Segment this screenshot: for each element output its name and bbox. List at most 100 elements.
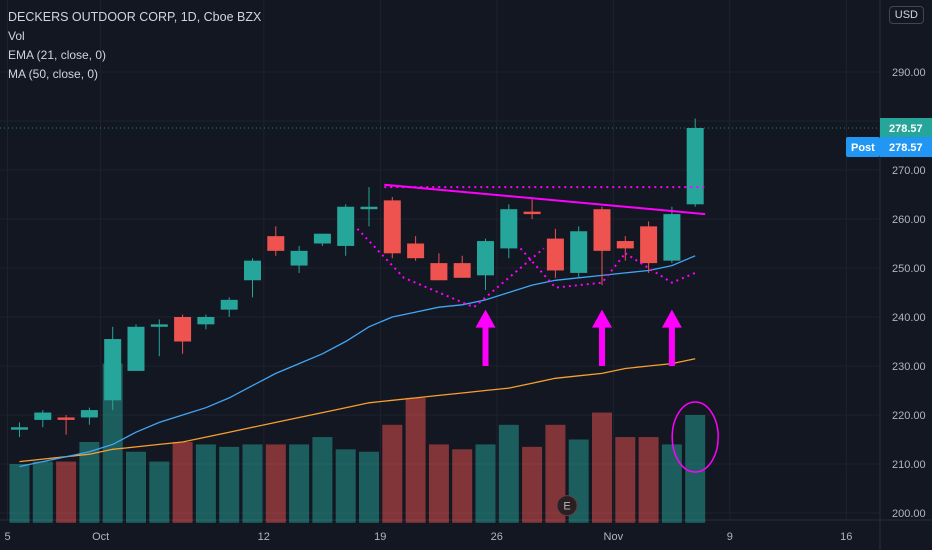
candle-body [267,236,285,251]
candle-body [104,339,122,401]
candle-body [80,410,98,418]
price-tick-label: 290.00 [892,67,926,79]
candle-body [407,243,425,259]
price-tick-label: 230.00 [892,361,926,373]
up-arrow [475,309,496,366]
volume-bar [661,444,682,523]
volume-bar [522,446,543,523]
candle-body [337,206,355,246]
last-price-badge [880,118,932,139]
legend-ma[interactable]: MA (50, close, 0) [8,67,99,81]
candle-body [11,427,28,430]
volume-bar [242,444,263,523]
volume-bar [289,444,310,523]
price-tick-label: 210.00 [892,459,926,471]
candle-body [593,209,611,251]
legend-ema[interactable]: EMA (21, close, 0) [8,48,107,62]
volume-bar [452,449,473,523]
volume-bar [498,424,519,523]
cup-curve [624,252,696,284]
volume-bar [32,461,53,523]
ema21-line [19,255,696,468]
symbol-title[interactable]: DECKERS OUTDOOR CORP, 1D, Cboe BZX [8,10,262,24]
up-arrow [661,309,682,366]
volume-bar [219,446,240,523]
last-price-text: 278.57 [889,123,923,135]
indicator-lines [19,255,696,468]
volume-highlight [671,401,719,473]
volume-bar [335,449,356,523]
trendline [384,183,706,216]
candle-body [57,417,75,420]
volume-bar [312,437,333,523]
time-tick-label: Oct [92,531,109,543]
time-tick-label: 26 [491,531,503,543]
candle-body [523,211,541,215]
candle-body [383,200,401,254]
time-tick-label: Nov [604,531,624,543]
price-axis[interactable]: 200.00 210.00 220.00 230.00 240.00 250.00 260.… [892,67,926,520]
time-axis[interactable]: 5 Oct 12 19 26 Nov 9 16 [4,531,852,543]
volume-bar [195,444,216,523]
price-tick-label: 260.00 [892,214,926,226]
cup-curve [356,228,545,309]
post-price-badge [880,137,932,158]
volume-bar [638,437,659,523]
price-tick-label: 220.00 [892,410,926,422]
candle-body [430,263,448,281]
legend-volume[interactable]: Vol [8,29,25,43]
volume-bar [475,444,496,523]
up-arrow [592,309,612,366]
annotations: E [356,183,719,517]
volume-bar [9,464,30,523]
price-tick-label: 270.00 [892,165,926,177]
volume-bar [685,415,706,523]
candle-body [150,324,168,327]
volume-bar [79,441,100,523]
candle-body [477,241,494,276]
volume-bar [615,437,636,523]
volume-bar [405,397,426,523]
currency-button[interactable]: USD [888,6,924,24]
earnings-marker [556,495,578,517]
price-tick-label: 200.00 [892,508,926,520]
candle-body [220,299,238,310]
candle-body [244,260,261,281]
candle-body [197,317,215,325]
volume-bar [56,461,77,523]
post-label-badge [846,137,880,158]
candle-body [127,326,145,371]
candle-body [34,412,52,420]
candles [11,118,704,438]
volume-bar [382,424,403,523]
candle-body [313,233,331,244]
candle-body [616,241,634,249]
volume-bar [359,451,379,523]
candle-body [360,206,378,210]
post-label-text: Post [851,142,875,154]
candle-body [453,263,471,278]
candle-body [290,250,308,266]
time-tick-label: 16 [840,531,852,543]
volume-bar [265,444,286,523]
price-tick-label: 240.00 [892,312,926,324]
candle-body [174,317,192,342]
candle-body [663,214,681,261]
earnings-label: E [563,501,570,513]
volume-bar [592,412,612,523]
candle-body [500,209,518,249]
price-tick-label: 250.00 [892,263,926,275]
volume-bar [102,363,123,523]
candle-body [686,128,704,205]
ma50-line [19,358,696,463]
price-badges: 278.57 Post 278.57 [846,118,932,158]
volume-bar [428,444,449,523]
volume-bar [149,461,170,523]
chart-legend: DECKERS OUTDOOR CORP, 1D, Cboe BZX Vol E… [8,8,261,84]
time-tick-label: 12 [258,531,270,543]
time-tick-label: 9 [727,531,733,543]
volume-bar [172,441,193,523]
candle-body [546,238,564,271]
time-tick-label: 5 [4,531,10,543]
